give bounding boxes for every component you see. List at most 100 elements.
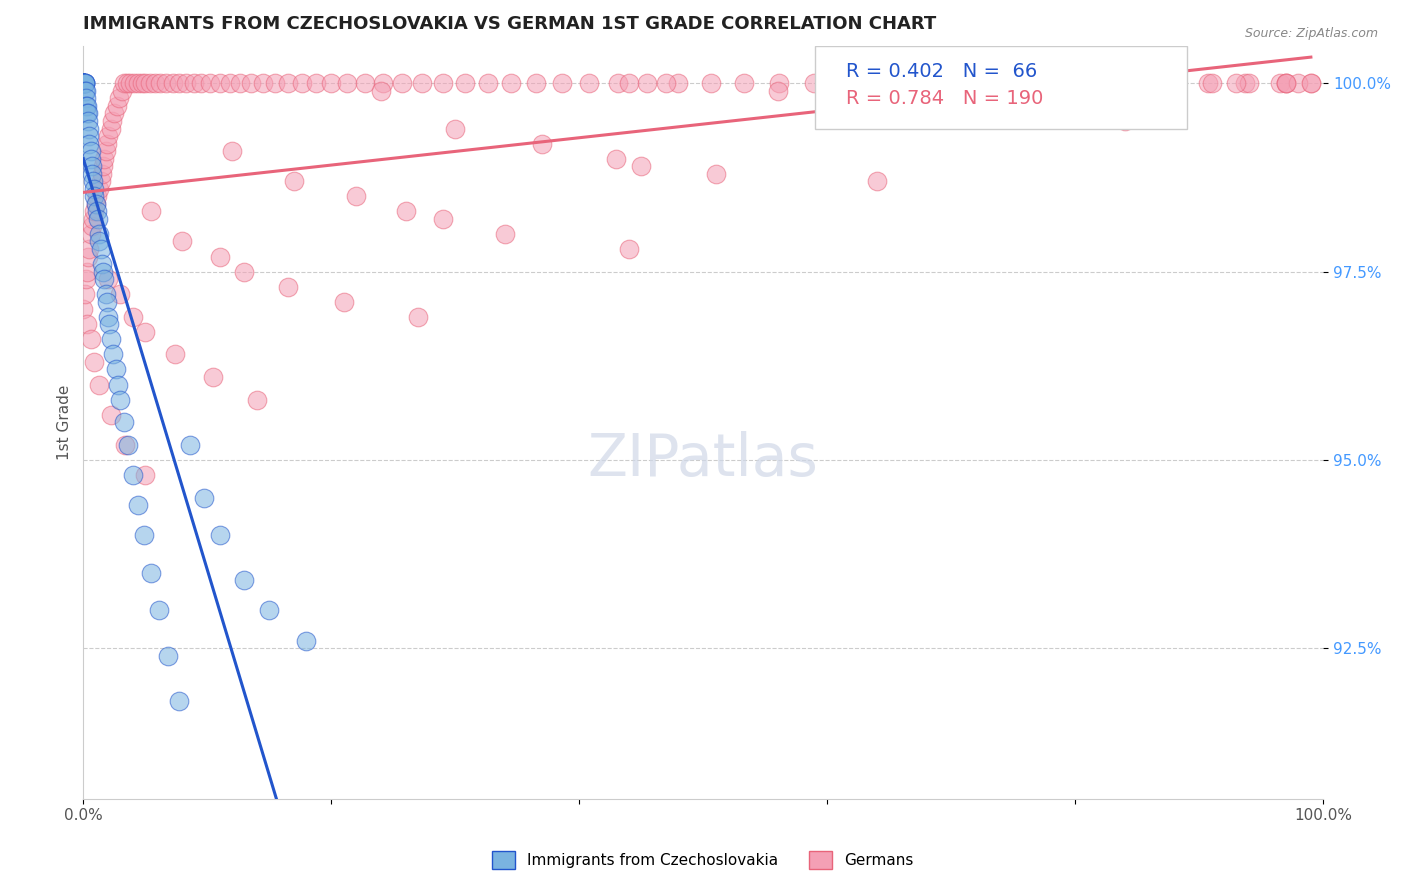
Point <box>477 76 499 90</box>
Point <box>179 438 201 452</box>
Point <box>1237 76 1260 90</box>
Point <box>72 76 94 90</box>
Point <box>97 310 120 324</box>
Point <box>75 272 97 286</box>
Point <box>915 76 938 90</box>
Point <box>83 182 105 196</box>
Point <box>96 136 118 151</box>
Point <box>165 347 187 361</box>
Point <box>75 84 97 98</box>
Point <box>90 242 112 256</box>
Point <box>246 392 269 407</box>
Point <box>72 76 94 90</box>
Point <box>1035 76 1057 90</box>
Point <box>1152 76 1174 90</box>
Point <box>122 310 145 324</box>
Point <box>839 76 862 90</box>
Point <box>1268 76 1291 90</box>
Point <box>80 332 103 346</box>
Point <box>72 76 94 90</box>
Point <box>97 129 120 144</box>
Point <box>524 76 547 90</box>
Point <box>1101 76 1123 90</box>
Point <box>101 114 124 128</box>
Point <box>100 332 122 346</box>
Point <box>75 99 97 113</box>
Point <box>1234 76 1257 90</box>
Point <box>259 603 281 617</box>
Point <box>73 76 96 90</box>
Point <box>336 76 359 90</box>
Point <box>100 121 122 136</box>
Point <box>1299 76 1322 90</box>
Point <box>83 355 105 369</box>
Point <box>218 76 240 90</box>
Point <box>1299 76 1322 90</box>
Point <box>167 76 190 90</box>
Point <box>233 574 256 588</box>
Point <box>117 438 139 452</box>
Point <box>877 76 900 90</box>
Point <box>551 76 574 90</box>
Point <box>494 227 516 241</box>
Point <box>90 174 112 188</box>
Point <box>72 76 94 90</box>
Point <box>406 310 429 324</box>
Point <box>1118 76 1140 90</box>
Point <box>208 528 231 542</box>
Point <box>127 76 149 90</box>
Point <box>1114 76 1136 90</box>
Point <box>148 603 170 617</box>
Point <box>149 76 172 90</box>
Point <box>72 302 94 317</box>
Point <box>87 211 110 226</box>
Point <box>321 76 343 90</box>
Point <box>156 648 179 663</box>
Point <box>103 106 125 120</box>
Point <box>915 76 938 90</box>
Point <box>90 167 112 181</box>
Point <box>432 211 454 226</box>
Point <box>866 174 889 188</box>
Point <box>75 91 97 105</box>
Point <box>79 121 101 136</box>
Point <box>134 467 156 482</box>
Point <box>96 294 118 309</box>
Point <box>80 152 103 166</box>
Point <box>162 76 184 90</box>
Point <box>76 99 98 113</box>
Point <box>72 76 94 90</box>
Point <box>84 196 107 211</box>
Point <box>370 84 392 98</box>
Point <box>252 76 274 90</box>
Point <box>1114 114 1136 128</box>
Point <box>73 287 96 301</box>
Point <box>84 196 107 211</box>
Point <box>952 106 974 120</box>
Point <box>305 76 328 90</box>
Point <box>80 159 103 173</box>
FancyBboxPatch shape <box>815 45 1187 128</box>
Point <box>91 159 114 173</box>
Point <box>699 76 721 90</box>
Point <box>239 76 262 90</box>
Text: Source: ZipAtlas.com: Source: ZipAtlas.com <box>1244 27 1378 40</box>
Legend: Immigrants from Czechoslovakia, Germans: Immigrants from Czechoslovakia, Germans <box>486 845 920 875</box>
Point <box>122 76 145 90</box>
Point <box>97 272 120 286</box>
Y-axis label: 1st Grade: 1st Grade <box>58 384 72 460</box>
Point <box>1275 76 1298 90</box>
Point <box>221 144 243 158</box>
Point <box>141 566 163 580</box>
Point <box>79 242 101 256</box>
Point <box>578 76 600 90</box>
Point <box>444 121 467 136</box>
Point <box>955 76 977 90</box>
Point <box>228 76 250 90</box>
Point <box>768 76 790 90</box>
Text: ZIPatlas: ZIPatlas <box>588 432 818 488</box>
Point <box>668 76 690 90</box>
Point <box>80 219 103 234</box>
Point <box>93 272 115 286</box>
Point <box>617 76 640 90</box>
